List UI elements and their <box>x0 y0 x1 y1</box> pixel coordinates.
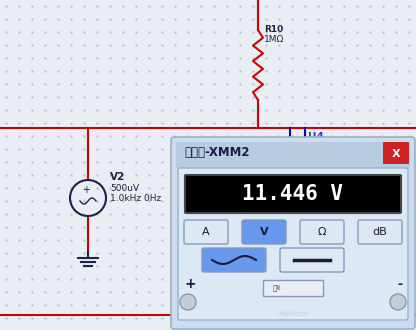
FancyBboxPatch shape <box>263 280 323 296</box>
FancyBboxPatch shape <box>178 168 408 320</box>
FancyBboxPatch shape <box>358 220 402 244</box>
FancyBboxPatch shape <box>202 248 266 272</box>
Text: dB: dB <box>373 227 387 237</box>
Text: V2: V2 <box>110 172 125 182</box>
Text: V: V <box>260 227 268 237</box>
Text: +: + <box>82 185 90 195</box>
Text: ወẍ: ወẍ <box>273 284 281 291</box>
Circle shape <box>390 294 406 310</box>
FancyBboxPatch shape <box>185 175 401 213</box>
Text: 500uV: 500uV <box>110 184 139 193</box>
FancyBboxPatch shape <box>280 248 344 272</box>
Text: +: + <box>184 277 196 291</box>
Text: Ω: Ω <box>318 227 326 237</box>
FancyBboxPatch shape <box>300 220 344 244</box>
Text: Multisim: Multisim <box>278 311 308 317</box>
FancyBboxPatch shape <box>171 137 415 329</box>
Text: R10: R10 <box>264 25 283 34</box>
FancyBboxPatch shape <box>242 220 286 244</box>
Text: A: A <box>202 227 210 237</box>
Text: 万用表-XMM2: 万用表-XMM2 <box>184 146 250 159</box>
Text: 11.446 V: 11.446 V <box>243 184 344 204</box>
Text: 1.0kHz 0Hz: 1.0kHz 0Hz <box>110 194 161 203</box>
Circle shape <box>180 294 196 310</box>
Text: 1MΩ: 1MΩ <box>264 35 284 44</box>
Bar <box>176 142 410 168</box>
FancyBboxPatch shape <box>184 220 228 244</box>
FancyBboxPatch shape <box>383 142 409 164</box>
Text: -: - <box>397 278 402 291</box>
Text: X: X <box>392 149 400 159</box>
Text: U4: U4 <box>308 132 324 142</box>
